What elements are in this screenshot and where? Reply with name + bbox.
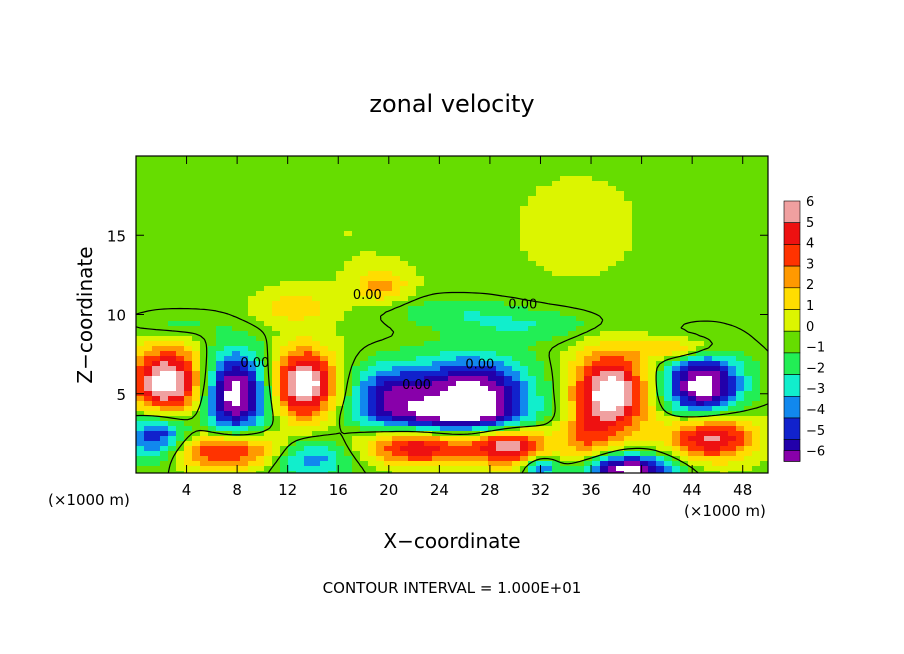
colorbar-label: 6 [806, 195, 814, 210]
colorbar-swatch [783, 330, 801, 354]
colorbar-swatch [783, 417, 801, 441]
x-tick-label: 48 [733, 481, 752, 499]
x-tick-label: 28 [480, 481, 499, 499]
colorbar-label: −3 [806, 382, 825, 397]
colorbar: 6 5 4 3 2 1 0 −1 −2 −3 −4 −5 −6 [783, 195, 825, 462]
x-axis-label: X−coordinate [383, 529, 520, 553]
x-tick-label: 40 [632, 481, 651, 499]
x-axis: 4 8 12 16 20 24 28 32 36 40 44 48 [182, 156, 752, 499]
colorbar-swatch [783, 200, 801, 224]
colorbar-swatch [783, 222, 801, 245]
x-tick-label: 24 [430, 481, 449, 499]
x-unit-left: (×1000 m) [48, 491, 130, 509]
colorbar-label: 4 [806, 237, 814, 252]
contour-label: 0.00 [353, 288, 382, 303]
colorbar-swatch [783, 450, 801, 462]
x-tick-label: 4 [182, 481, 192, 499]
colorbar-label: −1 [806, 341, 825, 356]
contour-label: 0.00 [240, 356, 269, 371]
colorbar-swatch [783, 265, 801, 289]
colorbar-label: 1 [806, 299, 814, 314]
colorbar-swatch [783, 309, 801, 332]
x-tick-label: 16 [329, 481, 348, 499]
x-tick-label: 36 [581, 481, 600, 499]
colorbar-label: 0 [806, 320, 814, 335]
y-axis: 5 10 15 [107, 227, 768, 404]
x-tick-label: 12 [278, 481, 297, 499]
x-tick-label: 44 [683, 481, 702, 499]
plot-field: 0.00 0.00 0.00 0.00 0.00 [135, 155, 769, 474]
colorbar-label: 2 [806, 278, 814, 293]
colorbar-swatch [783, 244, 801, 267]
colorbar-swatch [783, 287, 801, 310]
contour-interval-note: CONTOUR INTERVAL = 1.000E+01 [323, 579, 582, 597]
colorbar-label: 5 [806, 216, 814, 231]
x-tick-label: 8 [232, 481, 242, 499]
colorbar-swatch [783, 374, 801, 397]
y-tick-label: 5 [116, 386, 126, 404]
colorbar-label: −6 [806, 445, 825, 460]
y-tick-label: 15 [107, 227, 126, 245]
contour-label: 0.00 [402, 378, 431, 393]
colorbar-swatch [783, 352, 801, 375]
x-tick-label: 20 [379, 481, 398, 499]
colorbar-label: −5 [806, 424, 825, 439]
chart-title: zonal velocity [369, 90, 534, 118]
colorbar-label: −4 [806, 403, 825, 418]
y-tick-label: 10 [107, 307, 126, 325]
contour-label: 0.00 [465, 358, 494, 373]
y-axis-label: Z−coordinate [73, 246, 97, 383]
colorbar-swatch [783, 395, 801, 419]
x-unit-right: (×1000 m) [684, 502, 766, 520]
colorbar-label: 3 [806, 257, 814, 272]
colorbar-label: −2 [806, 361, 825, 376]
contour-label: 0.00 [508, 297, 537, 312]
x-tick-label: 32 [531, 481, 550, 499]
